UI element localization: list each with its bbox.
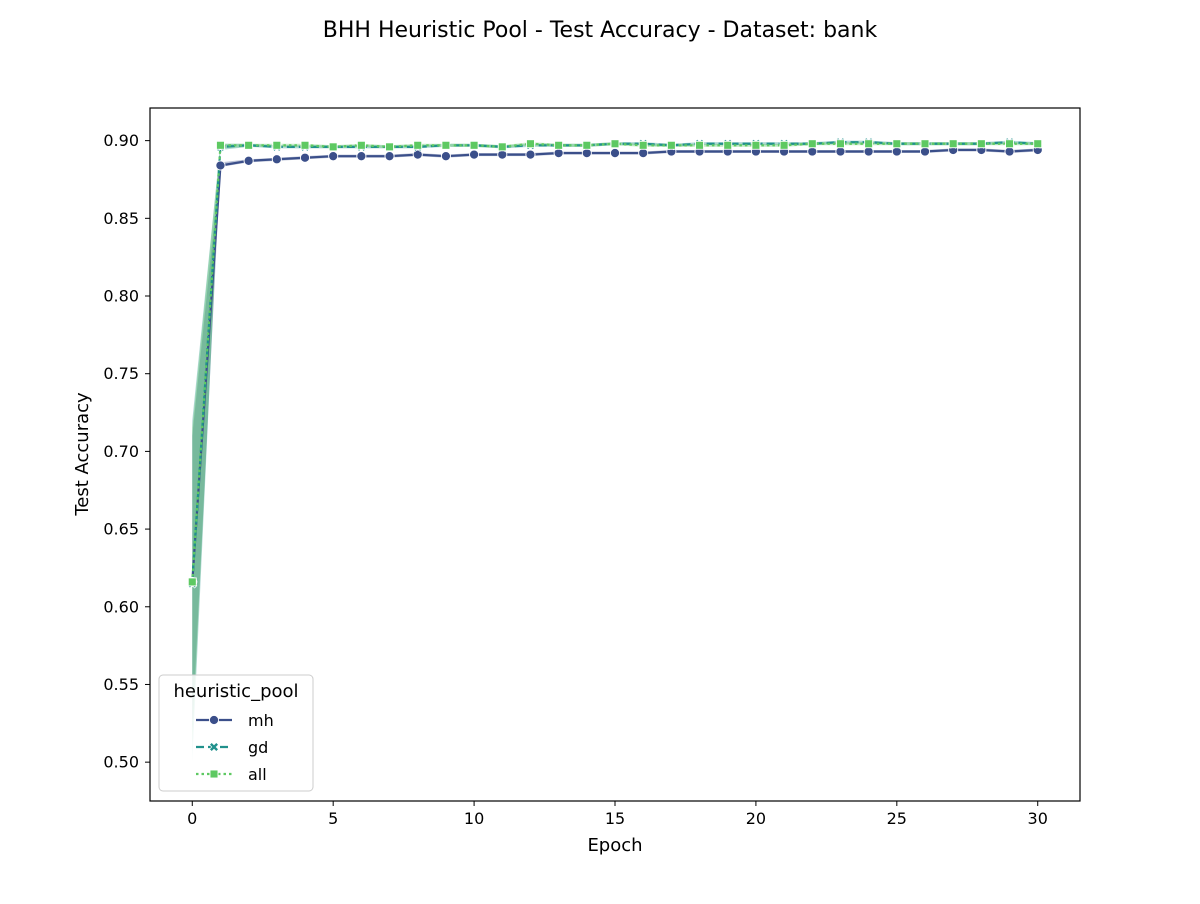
legend-marker-mh xyxy=(208,714,220,726)
y-tick-label: 0.65 xyxy=(103,520,139,539)
confidence-band-gd xyxy=(192,140,1038,763)
data-point-all xyxy=(413,140,423,150)
series-line-gd xyxy=(191,141,1038,584)
data-point-all xyxy=(244,140,254,150)
legend-label-mh: mh xyxy=(248,711,274,730)
series-line-mh xyxy=(191,148,1038,582)
x-tick-label: 0 xyxy=(187,809,197,828)
y-tick-label: 0.80 xyxy=(103,287,139,306)
y-tick-label: 0.70 xyxy=(103,442,139,461)
data-point-mh xyxy=(412,149,423,160)
data-point-all xyxy=(807,139,817,149)
data-point-all xyxy=(666,140,676,150)
data-point-mh xyxy=(356,151,367,162)
legend-items: mh gd all xyxy=(196,711,274,784)
x-tick-label: 20 xyxy=(746,809,766,828)
series-lines xyxy=(191,141,1038,584)
data-point-all xyxy=(328,142,338,152)
data-point-mh xyxy=(328,151,339,162)
series-markers xyxy=(187,137,1043,589)
x-tick-label: 15 xyxy=(605,809,625,828)
y-axis-label: Test Accuracy xyxy=(72,392,93,517)
data-point-all xyxy=(385,142,394,152)
data-point-all xyxy=(469,140,479,150)
y-axis-ticks: 0.50 0.55 0.60 0.65 0.70 0.75 0.80 0.85 0.90 xyxy=(103,131,150,772)
y-tick-label: 0.55 xyxy=(103,675,139,694)
legend-marker-gd xyxy=(209,742,219,752)
data-point-all xyxy=(554,140,564,150)
data-point-mh xyxy=(638,148,649,159)
data-point-all xyxy=(1033,139,1043,149)
data-point-mh xyxy=(299,152,311,163)
y-tick-label: 0.90 xyxy=(103,131,139,150)
data-point-all xyxy=(1005,139,1014,149)
data-point-mh xyxy=(553,148,564,159)
data-point-mh xyxy=(609,148,621,159)
confidence-bands xyxy=(192,140,1038,763)
y-tick-label: 0.85 xyxy=(103,209,139,228)
data-point-mh xyxy=(384,151,395,162)
legend: heuristic_pool mh gd all xyxy=(158,674,314,792)
legend-label-all: all xyxy=(248,765,267,784)
y-tick-label: 0.50 xyxy=(103,753,139,772)
data-point-mh xyxy=(891,146,902,157)
data-point-mh xyxy=(440,151,451,162)
data-point-mh xyxy=(581,148,592,159)
data-point-mh xyxy=(919,146,931,157)
confidence-band-mh xyxy=(192,148,1038,732)
data-point-mh xyxy=(1004,146,1015,157)
data-point-all xyxy=(892,139,902,149)
data-point-mh xyxy=(525,149,536,160)
data-point-all xyxy=(216,140,225,150)
data-point-all xyxy=(187,577,197,587)
data-point-all xyxy=(695,140,704,150)
data-point-all xyxy=(582,140,592,150)
data-point-all xyxy=(610,139,620,149)
data-point-all xyxy=(497,142,507,152)
data-point-all xyxy=(723,140,733,150)
data-point-mh xyxy=(835,146,846,157)
data-point-all xyxy=(864,139,874,149)
data-point-mh xyxy=(243,155,254,166)
data-point-mh xyxy=(215,160,226,171)
x-tick-label: 10 xyxy=(464,809,484,828)
data-point-mh xyxy=(807,146,818,157)
data-point-all xyxy=(920,139,930,149)
data-point-all xyxy=(356,140,366,150)
data-point-all xyxy=(300,140,310,150)
x-tick-label: 5 xyxy=(328,809,338,828)
series-line-all xyxy=(191,142,1038,582)
x-tick-label: 25 xyxy=(887,809,907,828)
chart-title: BHH Heuristic Pool - Test Accuracy - Dat… xyxy=(323,18,878,43)
confidence-band-all xyxy=(192,142,1038,747)
data-point-all xyxy=(948,139,958,149)
data-point-mh xyxy=(271,154,282,165)
legend-marker-all xyxy=(209,769,219,779)
data-point-all xyxy=(638,140,648,150)
legend-label-gd: gd xyxy=(248,738,268,757)
data-point-all xyxy=(751,140,761,150)
data-point-all xyxy=(526,139,535,149)
data-point-mh xyxy=(863,146,874,157)
x-axis-ticks: 0 5 10 15 20 25 30 xyxy=(187,801,1048,828)
data-point-all xyxy=(976,139,986,149)
legend-title: heuristic_pool xyxy=(173,681,298,702)
data-point-all xyxy=(779,140,789,150)
y-tick-label: 0.75 xyxy=(103,364,139,383)
legend-box xyxy=(158,674,314,792)
x-tick-label: 30 xyxy=(1028,809,1048,828)
data-point-mh xyxy=(469,149,480,160)
data-point-all xyxy=(836,139,845,149)
data-point-mh xyxy=(497,149,508,160)
x-axis-label: Epoch xyxy=(587,835,642,856)
y-tick-label: 0.60 xyxy=(103,597,139,616)
data-point-all xyxy=(272,140,282,150)
data-point-all xyxy=(441,140,451,150)
